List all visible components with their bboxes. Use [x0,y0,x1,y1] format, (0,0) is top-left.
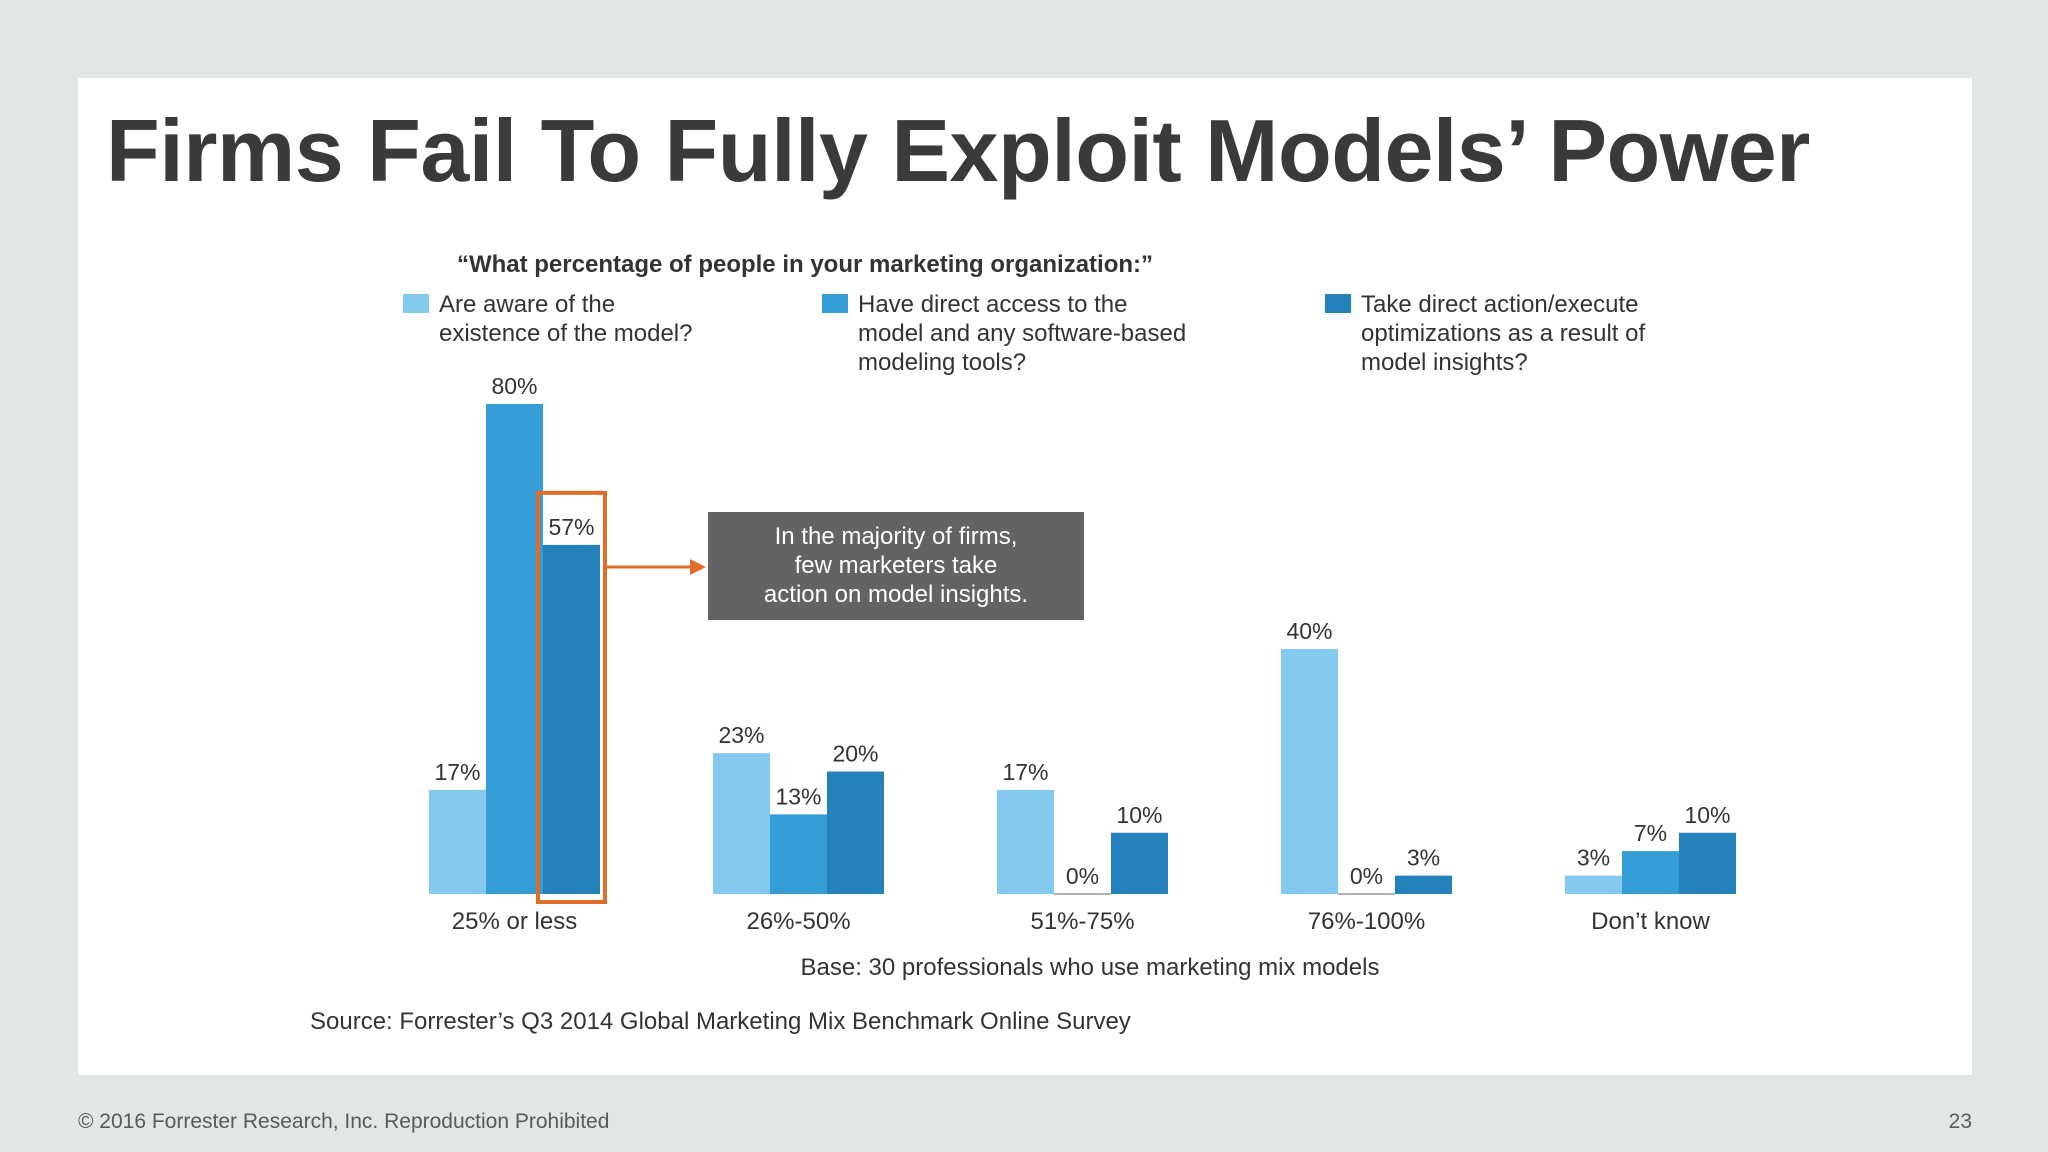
bar-5-1 [1565,875,1622,894]
data-label-2-1: 23% [718,722,764,748]
legend-label-3: Take direct action/execute [1361,291,1639,318]
chart-title: “What percentage of people in your marke… [457,251,1153,278]
category-label-1: 25% or less [452,908,577,935]
bar-5-3 [1679,832,1736,894]
data-label-5-2: 7% [1634,820,1667,846]
legend-swatch-3 [1325,294,1351,313]
category-label-2: 26%-50% [746,908,850,935]
base-note: Base: 30 professionals who use marketing… [801,954,1380,981]
bar-4-3 [1395,875,1452,894]
highlight-arrow-head [690,559,706,575]
legend-label-2: model and any software-based [858,320,1186,347]
slide-panel: Firms Fail To Fully Exploit Models’ Powe… [78,78,1972,1075]
bar-2-3 [827,771,884,894]
category-label-3: 51%-75% [1030,908,1134,935]
legend-swatch-1 [403,294,429,313]
page-number: 23 [1948,1110,1972,1133]
data-label-5-3: 10% [1684,802,1730,828]
callout-text: In the majority of firms, [775,523,1018,550]
legend-label-1: Are aware of the [439,291,615,318]
callout-box [708,512,1084,620]
legend-label-2: Have direct access to the [858,291,1127,318]
bar-3-1 [997,789,1054,894]
highlight-box [536,490,607,904]
data-label-1-1: 17% [434,759,480,785]
legend-label-1: existence of the model? [439,320,693,347]
data-label-3-1: 17% [1002,759,1048,785]
data-label-2-2: 13% [775,783,821,809]
bar-chart: “What percentage of people in your marke… [310,251,1736,1035]
legend-label-3: optimizations as a result of [1361,320,1645,347]
bar-1-3 [543,544,600,894]
data-label-3-2: 0% [1066,863,1099,889]
data-label-4-1: 40% [1286,618,1332,644]
bar-3-3 [1111,832,1168,894]
source-note: Source: Forrester’s Q3 2014 Global Marke… [310,1008,1131,1035]
footer-copyright: © 2016 Forrester Research, Inc. Reproduc… [78,1110,610,1133]
legend-label-3: model insights? [1361,349,1528,376]
bar-2-2 [770,814,827,894]
legend-swatch-2 [822,294,848,313]
data-label-3-3: 10% [1116,802,1162,828]
bar-1-1 [429,789,486,894]
category-label-4: 76%-100% [1308,908,1425,935]
legend-label-2: modeling tools? [858,349,1026,376]
category-label-5: Don’t know [1591,908,1710,935]
callout-text: few marketers take [795,552,998,579]
bar-2-1 [713,753,770,894]
bar-4-1 [1281,649,1338,894]
data-label-4-3: 3% [1407,845,1440,871]
bar-5-2 [1622,851,1679,894]
slide-title: Firms Fail To Fully Exploit Models’ Powe… [106,101,1810,200]
callout-text: action on model insights. [764,581,1028,608]
data-label-5-1: 3% [1577,845,1610,871]
data-label-4-2: 0% [1350,863,1383,889]
data-label-1-2: 80% [491,373,537,399]
bar-1-2 [486,404,543,894]
data-label-1-3: 57% [548,514,594,540]
data-label-2-3: 20% [832,741,878,767]
